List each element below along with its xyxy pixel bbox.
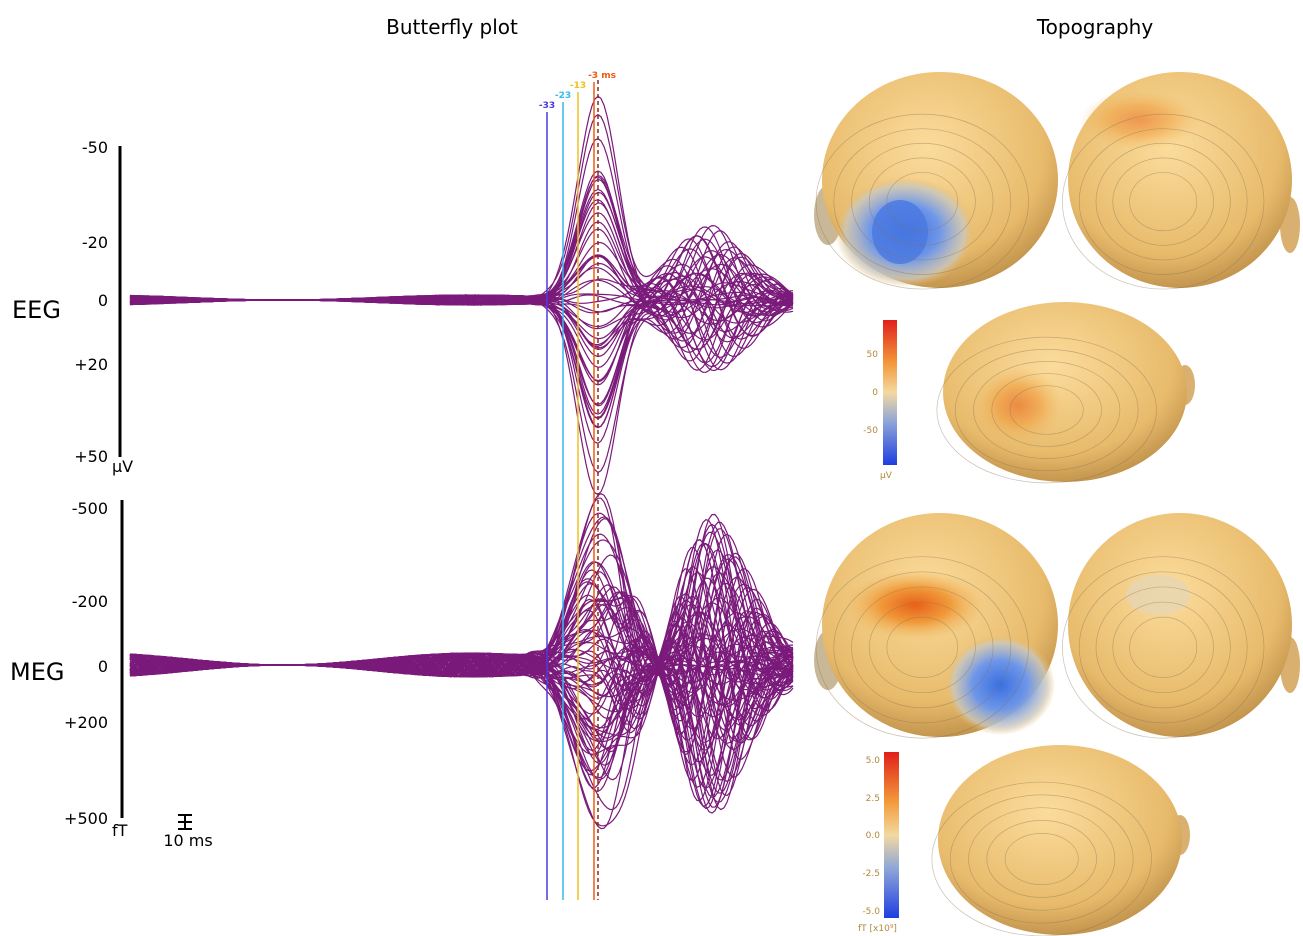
contour — [851, 586, 994, 709]
contour — [886, 616, 959, 678]
contour — [833, 571, 1012, 724]
waveform — [129, 176, 794, 334]
eeg-colorbar-tick: -50 — [863, 426, 878, 436]
contour — [833, 128, 1012, 275]
contour — [1095, 142, 1231, 261]
contour — [1129, 172, 1198, 232]
eeg-tick-label: -20 — [82, 233, 108, 252]
contour — [851, 142, 994, 261]
eeg-unit: µV — [112, 457, 133, 476]
waveform — [129, 539, 794, 701]
meg-colorbar-unit: fT [x10⁹] — [858, 924, 897, 934]
topography-title: Topography — [1036, 15, 1154, 39]
contour — [868, 157, 976, 246]
contour — [1129, 616, 1198, 678]
time-marker-label: -3 ms — [588, 71, 616, 81]
time-marker-label: -23 — [555, 91, 571, 101]
waveform — [129, 254, 794, 333]
eeg-head-back — [1068, 72, 1300, 288]
contour — [886, 172, 959, 232]
meg-colorbar-tick: 0.0 — [866, 831, 881, 841]
contour — [1062, 113, 1265, 290]
eeg-colorbar — [883, 320, 897, 465]
contour — [1009, 385, 1084, 435]
eeg-head-top — [943, 302, 1195, 482]
meg-tick-label: -500 — [72, 499, 108, 518]
colorbar-ticks: 50 0 -50 5.0 2.5 0.0 -2.5 -5.0 — [862, 350, 880, 917]
contour — [1095, 586, 1231, 709]
contour — [986, 820, 1097, 898]
eeg-colorbar-tick: 50 — [867, 350, 879, 360]
time-marker-label: -13 — [570, 81, 586, 91]
contour — [815, 113, 1029, 290]
eeg-tick-label: +20 — [74, 355, 108, 374]
meg-label: MEG — [10, 658, 64, 686]
meg-colorbar-tick: -2.5 — [862, 869, 880, 879]
contour — [815, 556, 1029, 739]
meg-colorbar-tick: -5.0 — [862, 907, 880, 917]
meg-tick-label: 0 — [98, 657, 108, 676]
contour — [1078, 128, 1248, 275]
contour — [1004, 832, 1079, 885]
contour-lines — [815, 113, 1265, 936]
meg-tick-label: -200 — [72, 592, 108, 611]
waveforms — [129, 95, 794, 830]
eeg-tick-label: -50 — [82, 138, 108, 157]
contour — [954, 348, 1139, 472]
contour — [1078, 571, 1248, 724]
meg-colorbar-tick: 5.0 — [866, 756, 881, 766]
waveform — [130, 202, 794, 349]
eeg-head-left — [814, 72, 1058, 288]
scale-bar — [178, 814, 192, 830]
eeg-colorbar-unit: µV — [880, 471, 893, 481]
meg-head-back — [1068, 513, 1300, 737]
waveform — [129, 230, 794, 382]
meg-colorbar-tick: 2.5 — [866, 794, 880, 804]
contour — [1112, 157, 1214, 246]
meg-unit: fT — [112, 821, 128, 840]
scale-bar-label: 10 ms — [163, 831, 212, 850]
time-markers: -33-23-13-3 ms — [539, 71, 616, 900]
waveform — [129, 516, 794, 740]
contour — [1062, 556, 1265, 739]
meg-tick-label: +200 — [64, 713, 108, 732]
contour — [1112, 601, 1214, 694]
contour — [968, 807, 1116, 911]
contour — [868, 601, 976, 694]
contour — [949, 794, 1134, 924]
meg-tick-label: +500 — [64, 809, 108, 828]
contour — [973, 361, 1121, 459]
eeg-tick-label: +50 — [74, 447, 108, 466]
eeg-colorbar-tick: 0 — [872, 388, 878, 398]
meg-head-left — [814, 513, 1058, 737]
butterfly-title: Butterfly plot — [386, 15, 518, 39]
meg-head-top — [938, 745, 1190, 935]
contour — [936, 336, 1157, 484]
time-marker-label: -33 — [539, 101, 555, 111]
eeg-tick-label: 0 — [98, 291, 108, 310]
waveform — [129, 174, 794, 351]
meg-colorbar — [884, 752, 899, 918]
contour — [991, 373, 1102, 447]
eeg-label: EEG — [12, 296, 61, 324]
waveform — [129, 95, 794, 317]
